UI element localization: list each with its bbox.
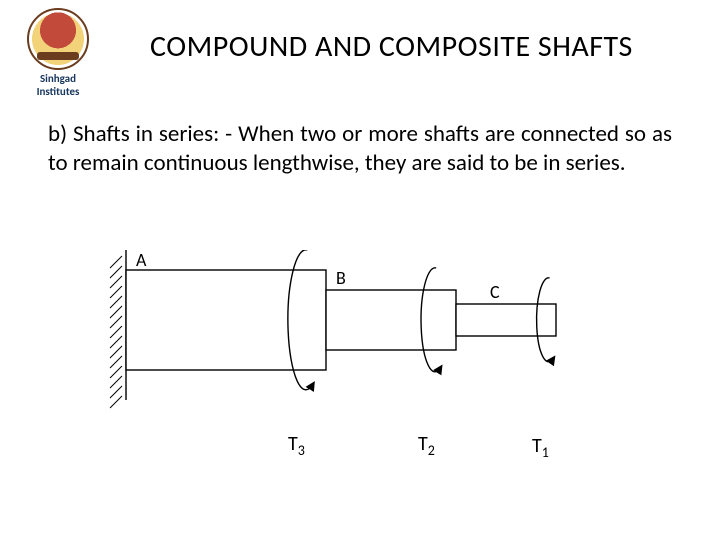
body-paragraph: b) Shafts in series: - When two or more …: [48, 120, 672, 178]
segment-label-B: B: [336, 267, 346, 289]
segment-label-C: C: [490, 281, 500, 303]
shaft-series-diagram: A B C T3 T2 T1: [80, 250, 640, 490]
torque-label-T3: T3: [288, 432, 338, 459]
logo-caption: Sinhgad Institutes: [18, 72, 98, 98]
logo-seal-icon: [27, 8, 89, 70]
torque-label-T2: T2: [418, 432, 468, 459]
page-title: COMPOUND AND COMPOSITE SHAFTS: [150, 28, 680, 65]
segment-label-A: A: [136, 250, 147, 271]
org-logo: Sinhgad Institutes: [18, 8, 98, 98]
torque-label-T1: T1: [532, 434, 582, 461]
